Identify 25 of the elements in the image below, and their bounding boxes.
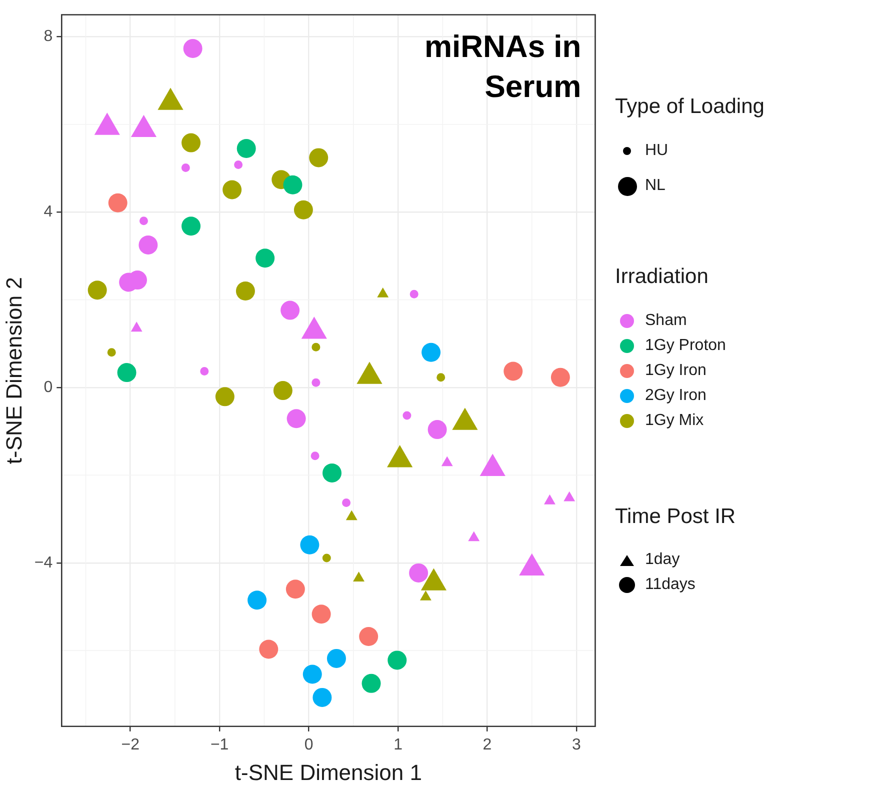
y-tick-label: 8 [44,28,53,46]
legend-label: 1Gy Proton [645,337,726,355]
x-tick-label: 1 [394,736,403,754]
y-axis-title: t-SNE Dimension 2 [1,277,26,464]
text: miRNAs in Serum [424,28,582,104]
legend-title: Irradiation [615,265,708,289]
text: Type of Loading [615,95,764,119]
legend-label: Sham [645,312,687,330]
y-tick-label: 4 [44,203,53,220]
legend-label: 2Gy Iron [645,387,706,405]
legend-label: 1Gy Iron [645,362,706,380]
x-tick-label: 3 [572,736,582,754]
x-tick-label: 2 [482,736,492,754]
legend-label: 1Gy Mix [645,412,704,430]
x-tick-label: 0 [304,736,314,754]
y-tick-label: 0 [44,378,53,396]
x-tick-label: −2 [121,736,140,754]
legend-label: NL [645,177,666,195]
x-tick-label: −1 [210,736,229,754]
text: 11days [645,576,696,594]
text: Time Post IR [615,505,736,529]
y-tick-label: −4 [34,554,53,572]
legend-label: HU [645,142,668,160]
text: 1day [645,551,680,569]
x-axis-title: t-SNE Dimension 1 [234,760,422,785]
